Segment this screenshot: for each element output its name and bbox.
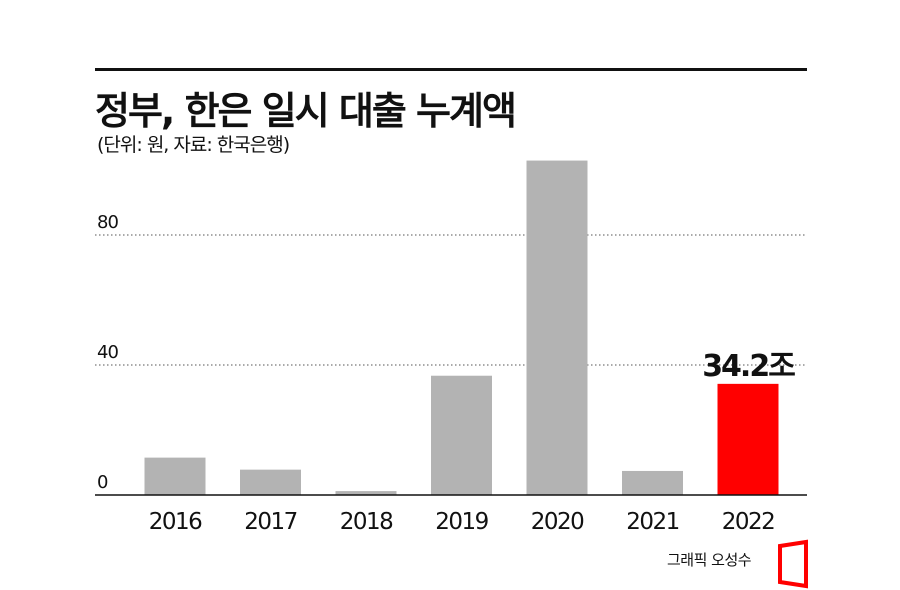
publisher-logo-icon	[778, 539, 808, 589]
bar-2018	[335, 491, 397, 495]
title-rule	[95, 68, 807, 71]
bar-2017	[240, 469, 301, 495]
x-tick-label: 2020	[531, 509, 584, 535]
y-tick-label: 80	[97, 212, 118, 233]
y-tick-label: 40	[97, 342, 118, 363]
x-tick-label: 2019	[435, 509, 488, 535]
bar-2020	[526, 160, 588, 495]
x-tick-label: 2017	[244, 509, 297, 535]
bar-2021	[622, 470, 683, 495]
value-annotation: 34.2조	[702, 349, 795, 384]
x-tick-label: 2018	[340, 509, 393, 535]
x-tick-label: 2022	[722, 509, 775, 535]
chart-subtitle: (단위: 원, 자료: 한국은행)	[97, 134, 290, 156]
bar-2016	[144, 457, 206, 495]
x-tick-label: 2016	[149, 509, 202, 535]
x-tick-label: 2021	[626, 509, 679, 535]
y-tick-label: 0	[97, 472, 108, 493]
bar-2019	[431, 375, 492, 495]
bar-2022	[717, 383, 779, 495]
chart-title: 정부, 한은 일시 대출 누계액	[95, 89, 517, 133]
graphic-credit: 그래픽 오성수	[667, 551, 752, 569]
